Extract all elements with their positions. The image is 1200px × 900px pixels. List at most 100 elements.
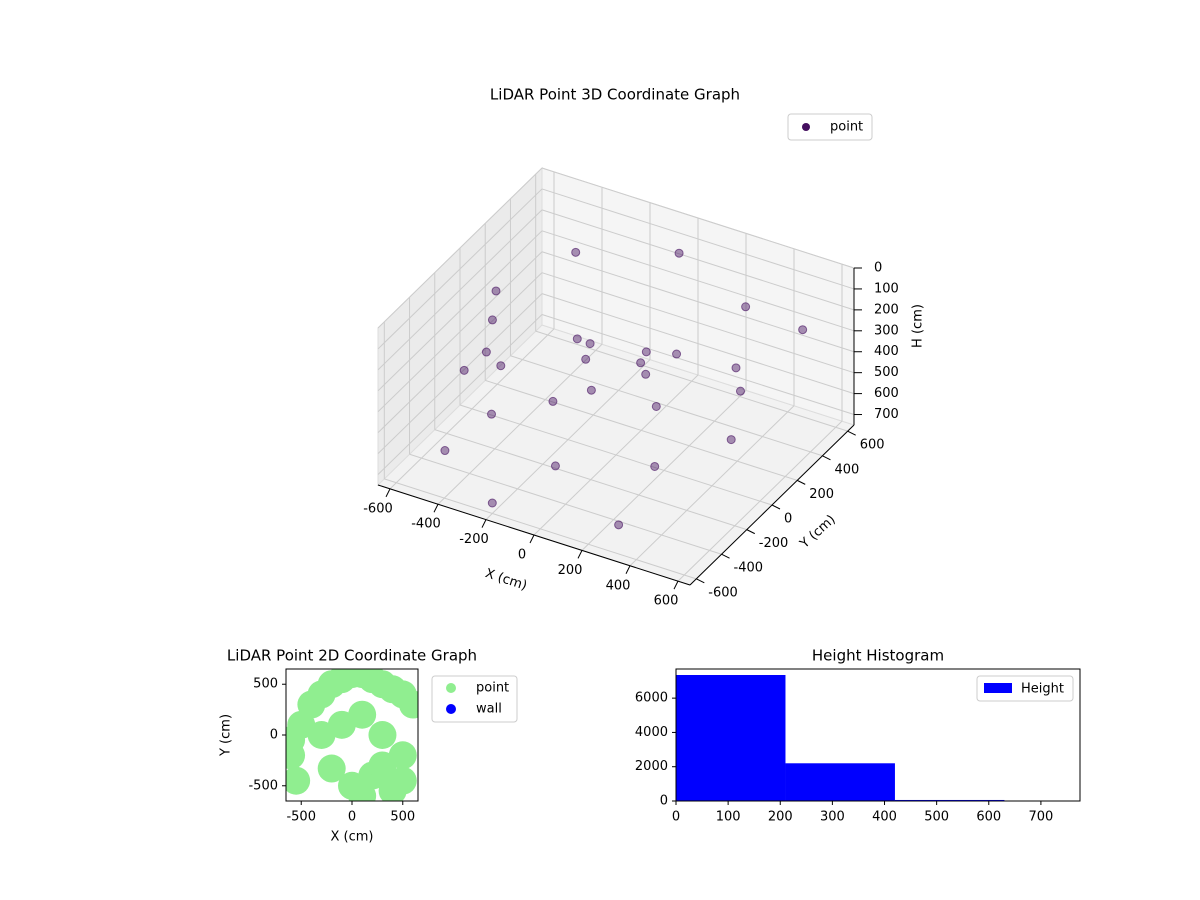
tick-mark — [797, 479, 806, 485]
legend-label: point — [830, 120, 863, 135]
point — [735, 386, 745, 396]
z-tick-label: 200 — [874, 302, 899, 317]
y-tick-label: 0 — [784, 512, 792, 527]
y-axis — [689, 424, 855, 586]
tick-mark — [696, 578, 705, 584]
grid-line — [377, 209, 543, 371]
x-tick-label: 200 — [768, 810, 793, 825]
x-tick-label: 600 — [654, 594, 679, 609]
x-tick-label: 200 — [558, 563, 583, 578]
chart-title: LiDAR Point 3D Coordinate Graph — [490, 86, 740, 104]
legend-label: point — [476, 681, 509, 696]
z-axis-label: H (cm) — [911, 304, 926, 348]
point — [614, 520, 624, 530]
y-tick-label: 500 — [253, 677, 278, 692]
x-tick-label: 500 — [390, 810, 415, 825]
point — [586, 385, 596, 395]
x-tick-label: -200 — [459, 532, 489, 547]
y-tick-label: 200 — [809, 487, 834, 502]
tick-mark — [771, 504, 781, 510]
y-tick-label: 600 — [860, 438, 885, 453]
grid-line — [541, 314, 855, 416]
y-tick-label: 0 — [270, 728, 278, 743]
x-tick-label: 400 — [606, 578, 631, 593]
x-tick-label: 300 — [820, 810, 845, 825]
grid-line — [384, 478, 697, 580]
x-tick-label: -600 — [363, 501, 393, 516]
grid-line — [377, 230, 543, 392]
tick-mark — [673, 580, 679, 590]
point — [550, 461, 560, 471]
grid-line — [541, 230, 855, 332]
point — [440, 446, 450, 456]
tick-mark — [385, 488, 391, 498]
point — [496, 361, 506, 371]
grid-line — [377, 293, 543, 454]
x-axis-label: X (cm) — [331, 830, 374, 845]
point — [286, 766, 311, 795]
point — [651, 401, 661, 411]
grid-line — [434, 429, 747, 531]
legend-label: wall — [476, 702, 502, 717]
grid-line — [377, 167, 543, 329]
x-tick-label: 100 — [716, 810, 741, 825]
bar — [785, 763, 895, 801]
point — [398, 690, 418, 719]
legend-box — [431, 675, 518, 723]
legend-box — [976, 675, 1074, 702]
point — [636, 358, 646, 368]
legend-marker — [446, 704, 456, 714]
point — [650, 461, 660, 471]
axes-frame — [675, 668, 1081, 802]
z-tick-label: 500 — [874, 365, 899, 380]
point — [585, 339, 595, 349]
x-tick-label: 600 — [976, 810, 1001, 825]
bar — [894, 799, 1005, 801]
chart-title: LiDAR Point 2D Coordinate Graph — [227, 647, 477, 665]
grid-line — [541, 251, 855, 353]
point — [491, 286, 501, 296]
tick-mark — [822, 455, 831, 461]
point — [487, 498, 497, 508]
grid-line — [541, 167, 855, 269]
point — [368, 721, 397, 749]
point — [572, 334, 582, 344]
point — [459, 365, 469, 375]
x-tick-label: 700 — [1028, 810, 1053, 825]
grid-line — [535, 330, 848, 432]
grid-line — [377, 188, 543, 350]
z-tick-label: 400 — [874, 344, 899, 359]
point — [286, 741, 306, 770]
point — [348, 700, 377, 729]
grid-line — [485, 379, 798, 481]
point — [368, 751, 397, 780]
tick-mark — [721, 553, 730, 559]
y-axis-label: Y (cm) — [219, 714, 234, 757]
y-tick-label: 2000 — [635, 759, 668, 774]
z-tick-label: 300 — [874, 323, 899, 338]
y-tick-label: -500 — [248, 778, 278, 793]
z-tick-label: 0 — [874, 261, 882, 276]
tick-mark — [481, 519, 487, 528]
chart-title: Height Histogram — [812, 647, 944, 665]
x-axis — [377, 484, 691, 586]
x-tick-label: -400 — [411, 517, 441, 532]
point — [317, 754, 346, 783]
point — [672, 349, 682, 359]
z-tick-label: 100 — [874, 281, 899, 296]
legend-marker — [984, 683, 1012, 693]
z-tick-label: 600 — [874, 386, 899, 401]
grid-line — [377, 251, 543, 413]
legend-label: Height — [1021, 682, 1064, 697]
legend-box — [787, 113, 873, 141]
point — [571, 247, 581, 257]
x-tick-label: -500 — [286, 810, 316, 825]
grid-line — [409, 453, 722, 555]
point — [487, 409, 497, 419]
x-tick-label: 500 — [924, 810, 949, 825]
x-tick-label: 0 — [672, 810, 680, 825]
x-tick-label: 0 — [518, 548, 526, 563]
grid-line — [377, 314, 543, 475]
grid-line — [541, 272, 855, 374]
